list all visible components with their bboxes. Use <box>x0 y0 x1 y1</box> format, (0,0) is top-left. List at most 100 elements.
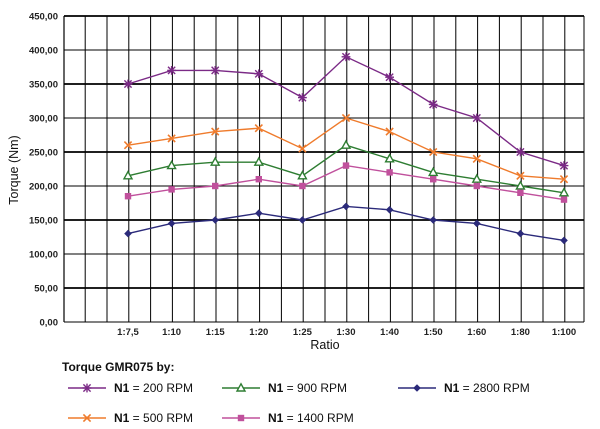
x-tick-label: 1:30 <box>336 327 355 338</box>
data-point <box>384 153 395 163</box>
data-point <box>385 72 394 82</box>
data-point <box>168 186 175 193</box>
series-0 <box>123 52 569 170</box>
data-point <box>123 141 133 150</box>
data-point <box>473 219 481 228</box>
data-point <box>560 236 568 245</box>
data-point <box>517 189 524 196</box>
data-point <box>472 113 482 123</box>
data-point <box>386 169 393 176</box>
data-point <box>210 66 220 75</box>
legend-marker <box>82 413 92 423</box>
data-point <box>167 66 176 75</box>
data-point <box>385 127 394 136</box>
data-point <box>429 147 438 157</box>
data-point <box>298 216 307 224</box>
x-tick-label: 1:60 <box>467 327 486 338</box>
data-point <box>211 127 220 136</box>
data-point <box>124 229 132 238</box>
data-point <box>342 162 350 169</box>
y-tick-label: 300,00 <box>29 114 58 125</box>
grid-lines <box>63 15 585 323</box>
legend: N1 = 200 RPM N1 = 900 RPM N1 = 2800 RPM N1 … <box>68 381 530 425</box>
series-1 <box>123 113 569 184</box>
data-point <box>558 187 570 197</box>
y-tick-label: 250,00 <box>29 148 58 159</box>
data-point <box>341 113 351 123</box>
data-point <box>559 161 569 170</box>
legend-item: N1 = 900 RPM <box>222 381 347 395</box>
data-point <box>254 69 264 79</box>
x-tick-label: 1:40 <box>380 327 399 338</box>
data-point <box>166 159 177 170</box>
data-point <box>254 124 263 133</box>
y-tick-labels: 0,00 50,00 100,00 150,00 200,00 250,00 300,00 3… <box>29 12 58 329</box>
legend-marker <box>82 383 92 393</box>
data-point <box>298 144 307 153</box>
data-point <box>341 52 351 62</box>
series-2 <box>122 139 570 197</box>
data-point <box>428 100 438 109</box>
legend-item: N1 = 2800 RPM <box>398 381 530 395</box>
data-point <box>123 79 133 89</box>
data-point <box>298 93 307 102</box>
data-point <box>340 139 352 149</box>
x-tick-label: 1:20 <box>249 327 268 338</box>
legend-marker <box>237 414 245 422</box>
data-point <box>167 134 176 143</box>
x-tick-label: 1:100 <box>552 327 576 338</box>
x-tick-label: 1:80 <box>511 327 530 338</box>
y-tick-label: 400,00 <box>29 46 58 57</box>
data-point <box>211 216 219 224</box>
data-point <box>124 193 132 200</box>
legend-label: N1 = 200 RPM <box>114 381 193 395</box>
y-tick-label: 150,00 <box>29 216 58 227</box>
data-point <box>516 171 525 180</box>
data-point <box>255 209 263 217</box>
legend-label: N1 = 500 RPM <box>114 411 193 425</box>
legend-label: N1 = 1400 RPM <box>268 411 354 425</box>
series-lines <box>122 52 570 245</box>
x-tick-label: 1:25 <box>293 327 313 338</box>
legend-title: Torque GMR075 by: <box>62 360 174 374</box>
x-tick-label: 1:7,5 <box>117 327 139 338</box>
legend-item: N1 = 500 RPM <box>68 411 193 425</box>
series-line <box>127 205 565 242</box>
data-point <box>167 219 176 228</box>
data-point <box>299 182 306 190</box>
data-point <box>428 166 439 177</box>
y-tick-label: 100,00 <box>29 250 58 261</box>
y-tick-label: 50,00 <box>34 284 58 295</box>
legend-label: N1 = 900 RPM <box>268 381 347 395</box>
y-axis-title: Torque (Nm) <box>7 135 21 204</box>
x-tick-label: 1:10 <box>162 327 181 338</box>
data-point <box>430 176 437 183</box>
data-point <box>253 156 264 166</box>
data-point <box>212 182 219 190</box>
data-point <box>429 216 437 224</box>
data-point <box>297 170 308 180</box>
data-point <box>342 202 350 211</box>
data-point <box>472 154 481 163</box>
data-point <box>255 176 262 183</box>
data-point <box>515 180 526 190</box>
data-point <box>559 175 569 184</box>
x-tick-labels: 1:7,5 1:10 1:15 1:20 1:25 1:30 1:40 1:50 1:60 1:8… <box>117 327 576 338</box>
data-point <box>122 170 134 180</box>
y-tick-label: 200,00 <box>29 182 58 193</box>
y-tick-label: 350,00 <box>29 80 58 91</box>
y-tick-label: 450,00 <box>29 12 58 23</box>
x-tick-label: 1:15 <box>206 327 226 338</box>
y-tick-label: 0,00 <box>40 318 59 329</box>
legend-marker <box>235 382 247 392</box>
series-3 <box>124 162 568 203</box>
x-tick-label: 1:50 <box>424 327 443 338</box>
data-point <box>471 173 482 183</box>
legend-item: N1 = 1400 RPM <box>222 411 354 425</box>
legend-label: N1 = 2800 RPM <box>444 381 530 395</box>
data-point <box>473 182 480 190</box>
legend-item: N1 = 200 RPM <box>68 381 193 395</box>
data-point <box>385 206 394 214</box>
x-axis-title: Ratio <box>310 338 339 352</box>
